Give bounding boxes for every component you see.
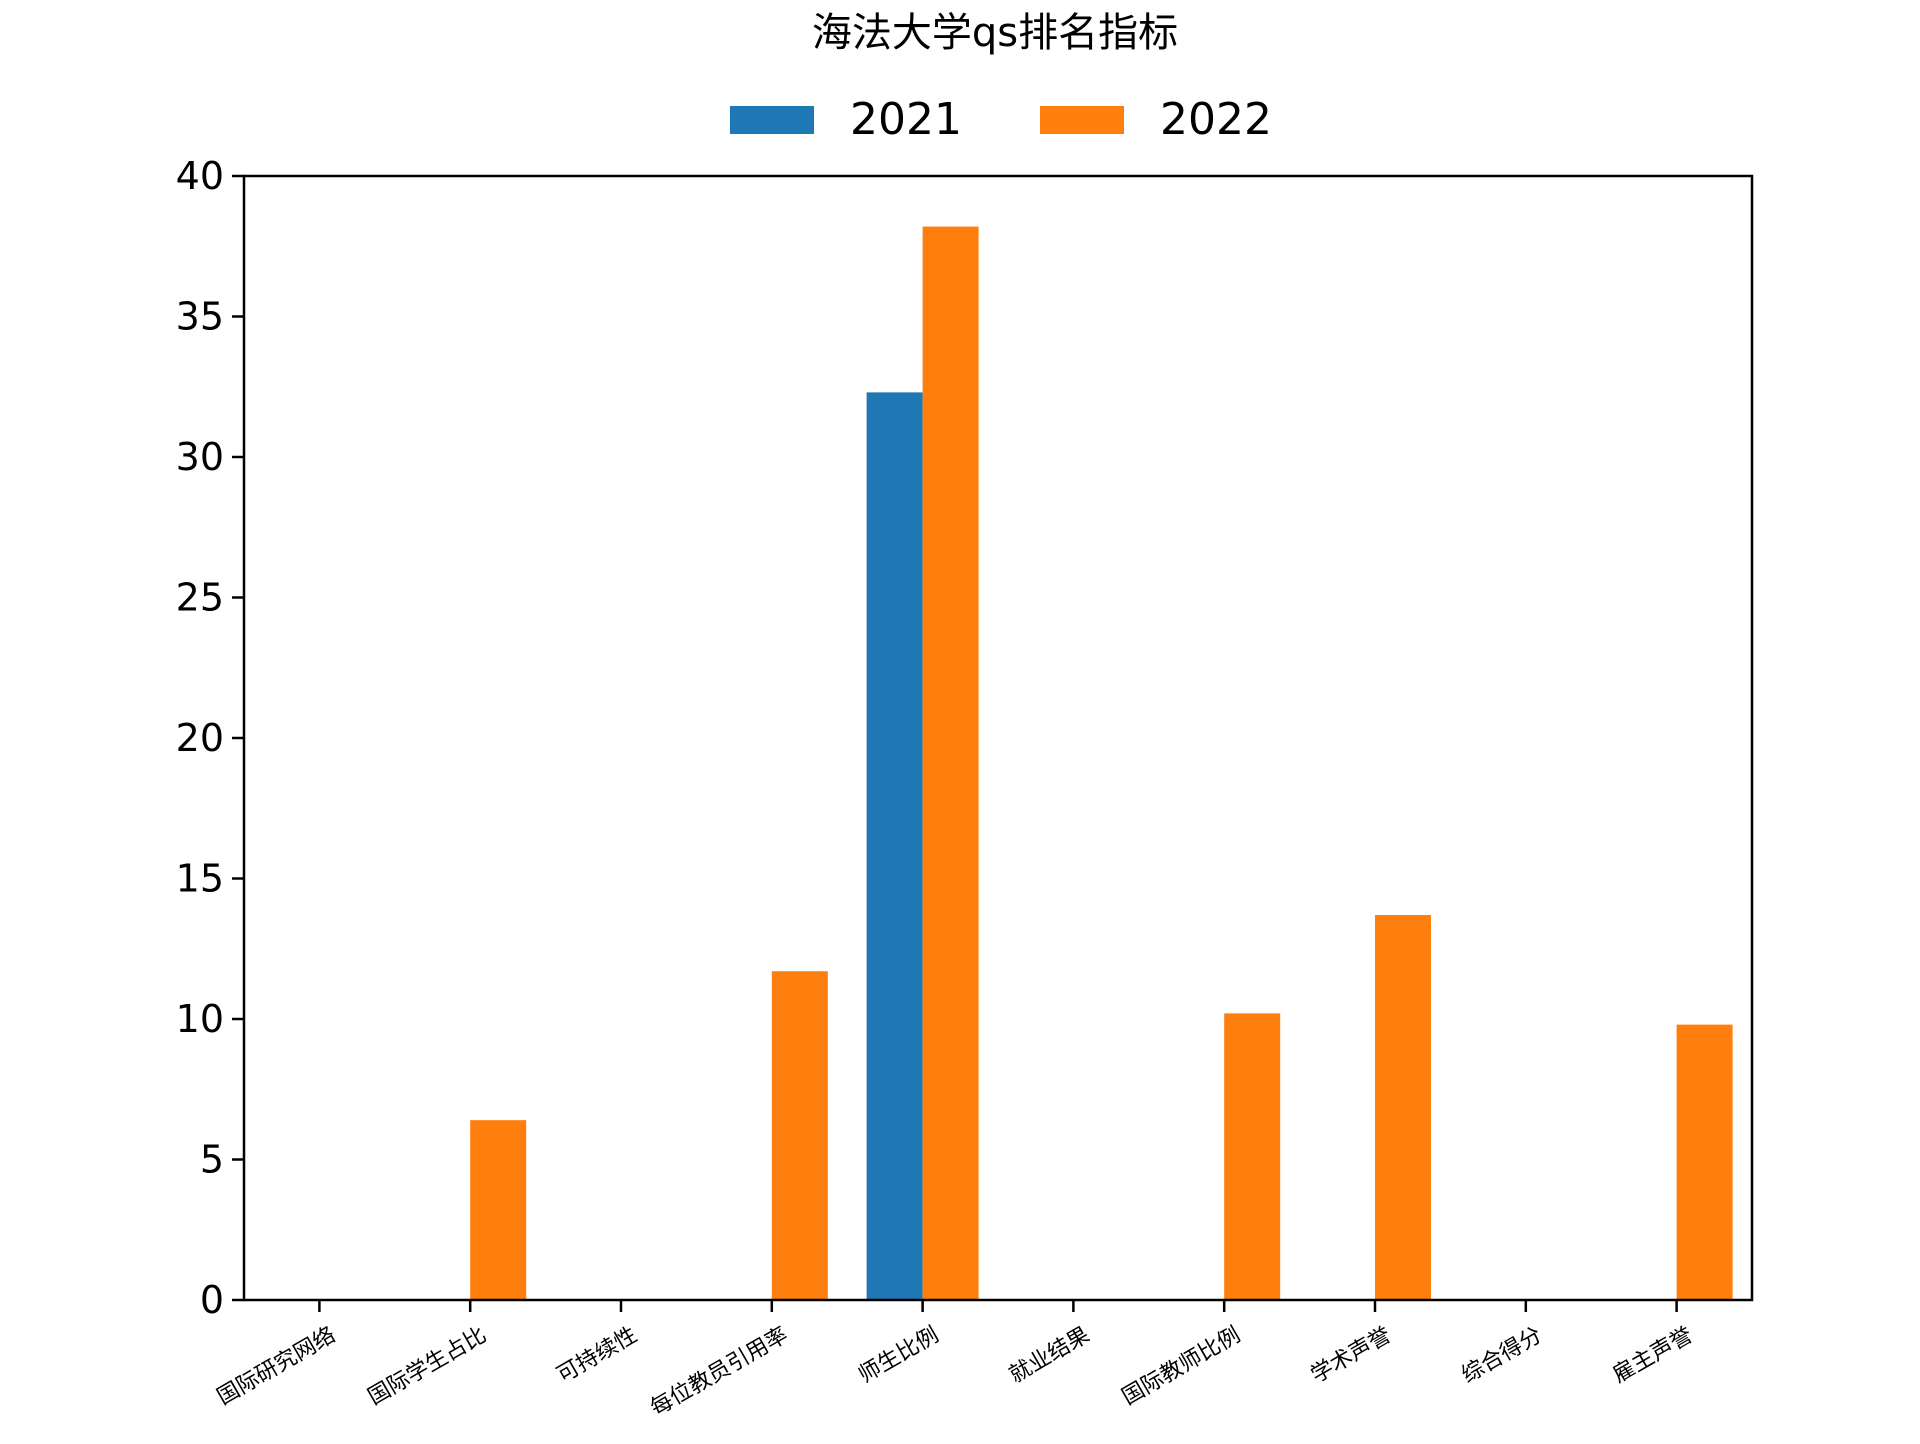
y-tick-label: 25 — [176, 576, 224, 620]
x-tick-label: 每位教员引用率 — [647, 1323, 793, 1422]
legend-swatch-2021 — [730, 106, 814, 134]
bar-2022-4 — [771, 971, 828, 1300]
x-axis: 国际研究网络 国际学生占比 可持续性 每位教员引用率 师生比例 就业结果 国际教师比例 学术声… — [213, 1300, 1697, 1421]
x-tick-label: 就业结果 — [1005, 1323, 1094, 1389]
y-tick-label: 15 — [176, 857, 224, 901]
bar-2021-5 — [866, 392, 923, 1300]
x-tick-label: 综合得分 — [1458, 1323, 1547, 1389]
y-tick-label: 40 — [176, 154, 224, 198]
x-tick-label: 国际学生占比 — [364, 1323, 491, 1411]
bar-2022-5 — [922, 226, 979, 1301]
y-tick-label: 35 — [176, 295, 224, 339]
y-tick-label: 5 — [200, 1138, 224, 1182]
chart-title: 海法大学qs排名指标 — [812, 10, 1178, 56]
legend-label: 2022 — [1160, 94, 1272, 145]
x-tick-label: 雇主声誉 — [1608, 1323, 1697, 1389]
legend-label: 2021 — [850, 94, 962, 145]
x-tick-label: 学术声誉 — [1307, 1323, 1396, 1389]
legend: 2021 2022 — [730, 94, 1272, 145]
y-tick-label: 0 — [200, 1278, 224, 1322]
y-axis: 0 5 10 15 20 25 30 35 40 — [176, 154, 244, 1322]
bars — [470, 226, 1733, 1301]
x-tick-label: 国际研究网络 — [213, 1323, 340, 1411]
bar-2022-8 — [1375, 915, 1431, 1300]
y-tick-label: 10 — [176, 997, 224, 1041]
bar-2022-10 — [1676, 1024, 1733, 1300]
bar-2022-7 — [1224, 1013, 1281, 1300]
bar-2022-2 — [470, 1120, 527, 1300]
y-tick-label: 20 — [176, 716, 224, 760]
x-tick-label: 师生比例 — [854, 1323, 943, 1389]
x-tick-label: 国际教师比例 — [1118, 1323, 1245, 1411]
x-tick-label: 可持续性 — [553, 1323, 642, 1389]
legend-swatch-2022 — [1040, 106, 1124, 134]
plot-frame — [242, 174, 1754, 1302]
y-tick-label: 30 — [176, 435, 224, 479]
